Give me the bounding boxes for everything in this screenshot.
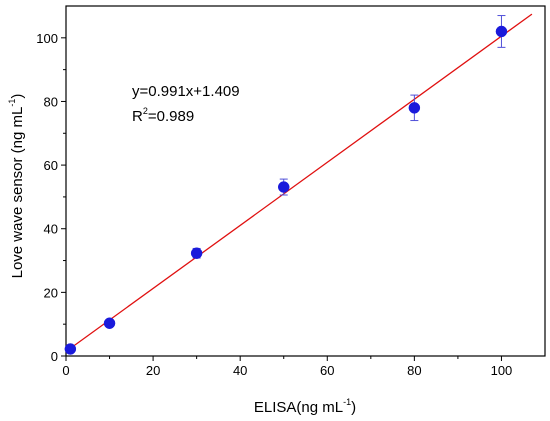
y-tick-label: 20 bbox=[44, 285, 58, 300]
fit-equation: y=0.991x+1.409 bbox=[132, 83, 240, 100]
data-point-group bbox=[408, 94, 421, 122]
data-points-layer bbox=[64, 15, 508, 355]
data-point-group bbox=[277, 178, 290, 196]
x-tick-label: 0 bbox=[62, 363, 69, 378]
y-axis: 0 20 40 60 80 100 bbox=[36, 31, 66, 364]
fit-line-layer bbox=[65, 13, 533, 353]
data-point bbox=[495, 25, 508, 38]
y-tick-label: 0 bbox=[51, 349, 58, 364]
x-axis: 0 20 40 60 80 100 bbox=[62, 356, 512, 378]
data-point bbox=[408, 102, 421, 114]
data-point bbox=[64, 343, 77, 355]
x-tick-label: 80 bbox=[407, 363, 421, 378]
y-axis-title: Love wave sensor (ng mL-1) bbox=[7, 94, 26, 279]
x-tick-label: 20 bbox=[146, 363, 160, 378]
x-tick-label: 40 bbox=[233, 363, 247, 378]
data-point-group bbox=[103, 317, 116, 329]
data-point-group bbox=[495, 15, 508, 48]
data-point bbox=[103, 317, 116, 329]
y-tick-label: 100 bbox=[36, 31, 58, 46]
data-point bbox=[277, 181, 290, 193]
data-point-group bbox=[64, 343, 77, 355]
x-axis-title: ELISA(ng mL-1) bbox=[254, 397, 356, 416]
x-tick-label: 100 bbox=[491, 363, 513, 378]
plot-frame bbox=[65, 5, 546, 357]
y-tick-label: 60 bbox=[44, 158, 58, 173]
y-tick-label: 80 bbox=[44, 94, 58, 109]
data-point-group bbox=[190, 247, 203, 259]
plot-area bbox=[65, 5, 546, 357]
data-point bbox=[190, 247, 203, 259]
fit-line bbox=[65, 13, 533, 353]
y-tick-label: 40 bbox=[44, 222, 58, 237]
r-squared-label: R2=0.989 bbox=[132, 106, 194, 125]
x-tick-label: 60 bbox=[320, 363, 334, 378]
